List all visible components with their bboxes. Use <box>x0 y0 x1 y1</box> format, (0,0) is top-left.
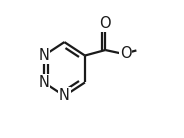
Text: O: O <box>100 16 111 31</box>
Text: N: N <box>38 75 49 90</box>
Text: O: O <box>120 46 131 61</box>
Text: N: N <box>38 48 49 63</box>
Text: N: N <box>59 88 70 103</box>
